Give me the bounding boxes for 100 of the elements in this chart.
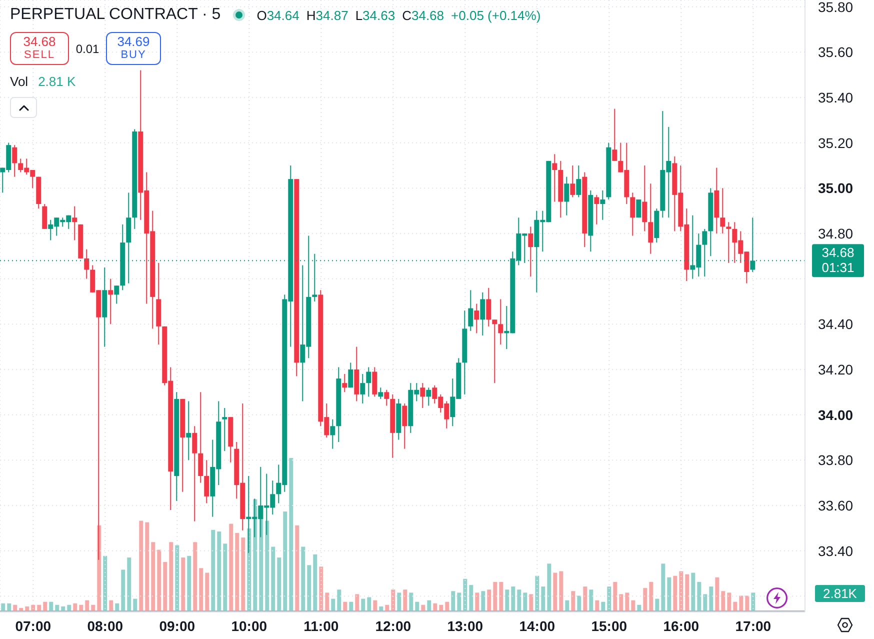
bar bbox=[115, 603, 120, 611]
bar bbox=[607, 586, 612, 611]
bar bbox=[361, 598, 366, 611]
bar bbox=[121, 570, 126, 611]
bar bbox=[547, 564, 552, 611]
bar bbox=[565, 600, 570, 611]
x-tick-label: 11:00 bbox=[304, 618, 339, 634]
bar bbox=[571, 591, 576, 611]
bar bbox=[391, 590, 396, 611]
bar bbox=[475, 592, 480, 611]
bar bbox=[523, 592, 528, 611]
sell-button: 34.68 SELL bbox=[10, 32, 69, 65]
bar bbox=[751, 592, 756, 611]
bar bbox=[127, 557, 132, 611]
bar bbox=[223, 544, 228, 611]
bar bbox=[295, 525, 300, 611]
bar bbox=[697, 582, 702, 611]
bar bbox=[403, 590, 408, 611]
x-tick-label: 14:00 bbox=[519, 618, 556, 634]
annotation: 0.01 bbox=[74, 42, 100, 56]
candlestick bbox=[420, 382, 426, 408]
candlestick bbox=[468, 290, 474, 332]
annotation: SELL bbox=[23, 49, 56, 62]
bar bbox=[463, 578, 468, 611]
candlestick bbox=[600, 190, 606, 220]
x-tick-label: 16:00 bbox=[663, 618, 700, 634]
bar bbox=[301, 546, 306, 611]
bar bbox=[367, 597, 372, 611]
bar bbox=[637, 604, 642, 611]
candlestick bbox=[474, 303, 480, 334]
bar bbox=[349, 602, 354, 611]
bar bbox=[331, 598, 336, 611]
bar bbox=[541, 586, 546, 611]
x-tick-label: 07:00 bbox=[15, 618, 52, 634]
candlestick bbox=[402, 402, 408, 450]
bar bbox=[229, 524, 234, 611]
x-tick-label: 15:00 bbox=[591, 618, 628, 634]
candlestick bbox=[612, 108, 618, 162]
bar bbox=[169, 542, 174, 611]
y-tick-label: 34.40 bbox=[818, 316, 854, 332]
bar bbox=[613, 582, 618, 611]
bar bbox=[427, 600, 432, 611]
annotation: 34.68 bbox=[22, 34, 57, 49]
candlestick bbox=[204, 460, 210, 504]
bar bbox=[85, 600, 90, 611]
bar bbox=[631, 600, 636, 611]
bar bbox=[67, 604, 72, 611]
bar bbox=[73, 603, 78, 611]
candlestick bbox=[426, 387, 432, 406]
bar bbox=[151, 542, 156, 611]
bar bbox=[91, 604, 96, 611]
bar bbox=[199, 568, 204, 611]
bar bbox=[595, 600, 600, 611]
x-tick-label: 17:00 bbox=[735, 618, 772, 634]
bar bbox=[187, 556, 192, 611]
bar bbox=[673, 576, 678, 611]
x-tick-label: 10:00 bbox=[231, 618, 268, 634]
bar bbox=[529, 594, 534, 611]
bar bbox=[307, 565, 312, 611]
bar bbox=[133, 598, 138, 611]
candlestick bbox=[384, 389, 390, 406]
bar bbox=[553, 572, 558, 611]
bar bbox=[661, 564, 666, 611]
candlestick bbox=[570, 164, 576, 198]
candlestick bbox=[480, 292, 486, 336]
candlestick bbox=[492, 319, 498, 384]
candlestick bbox=[552, 154, 558, 202]
y-tick-label: 35.20 bbox=[818, 134, 854, 151]
bar bbox=[451, 591, 456, 611]
candlestick bbox=[42, 204, 48, 230]
bar bbox=[271, 546, 276, 611]
bar bbox=[181, 557, 186, 611]
bar bbox=[649, 582, 654, 611]
bar bbox=[445, 602, 450, 611]
bar bbox=[163, 562, 168, 611]
annotation: L34.63 bbox=[355, 8, 396, 22]
candlestick bbox=[372, 366, 378, 398]
candlestick bbox=[108, 278, 114, 325]
bar bbox=[49, 602, 54, 611]
bar bbox=[601, 602, 606, 611]
bar bbox=[589, 590, 594, 611]
bar bbox=[277, 557, 282, 611]
bar bbox=[487, 590, 492, 611]
bar bbox=[625, 592, 630, 611]
bar bbox=[619, 594, 624, 611]
bar bbox=[721, 591, 726, 611]
bar bbox=[733, 602, 738, 611]
y-tick-label: 34.80 bbox=[818, 225, 854, 242]
candlestick bbox=[222, 408, 228, 452]
bar bbox=[385, 604, 390, 611]
bar bbox=[499, 582, 504, 611]
annotation: 2.81 K bbox=[38, 74, 76, 89]
candlestick bbox=[630, 192, 636, 236]
candlestick bbox=[486, 287, 492, 327]
bar bbox=[655, 598, 660, 611]
bar bbox=[745, 596, 750, 611]
candlestick bbox=[576, 164, 582, 198]
bar bbox=[577, 596, 582, 611]
bar bbox=[457, 592, 462, 611]
candlestick bbox=[360, 374, 366, 404]
